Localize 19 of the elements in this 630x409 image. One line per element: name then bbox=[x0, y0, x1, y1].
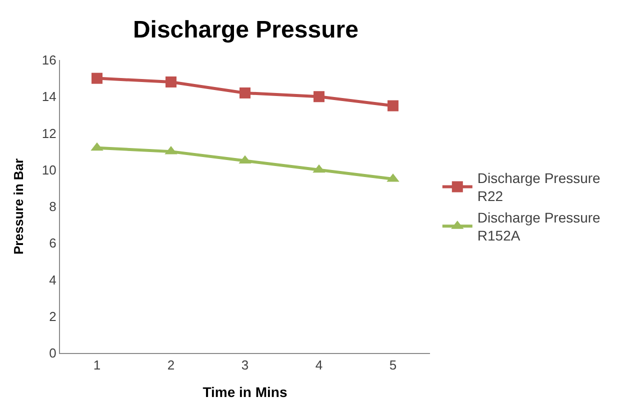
y-tick-label: 6 bbox=[49, 236, 56, 251]
y-tick-label: 0 bbox=[49, 346, 56, 361]
y-tick-label: 12 bbox=[42, 126, 56, 141]
x-tick-label: 3 bbox=[241, 358, 249, 373]
legend-label: Discharge Pressure R22 bbox=[477, 170, 601, 204]
chart-title: Discharge Pressure bbox=[132, 16, 358, 44]
y-tick-label: 10 bbox=[42, 162, 56, 178]
x-tick-label: 2 bbox=[167, 358, 175, 373]
y-tick-label: 8 bbox=[49, 199, 56, 214]
y-tick-label: 16 bbox=[42, 52, 56, 68]
x-axis-title: Time in Mins bbox=[202, 384, 288, 400]
x-tick-label: 4 bbox=[315, 358, 323, 373]
x-tick-label: 1 bbox=[93, 358, 101, 373]
y-axis-title: Pressure in Bar bbox=[10, 158, 26, 255]
y-tick-label: 2 bbox=[49, 308, 56, 324]
y-tick-label: 14 bbox=[42, 89, 56, 104]
y-tick-label: 4 bbox=[49, 272, 56, 288]
x-tick-label: 5 bbox=[389, 358, 397, 373]
legend-label: Discharge Pressure R152A bbox=[477, 209, 601, 244]
